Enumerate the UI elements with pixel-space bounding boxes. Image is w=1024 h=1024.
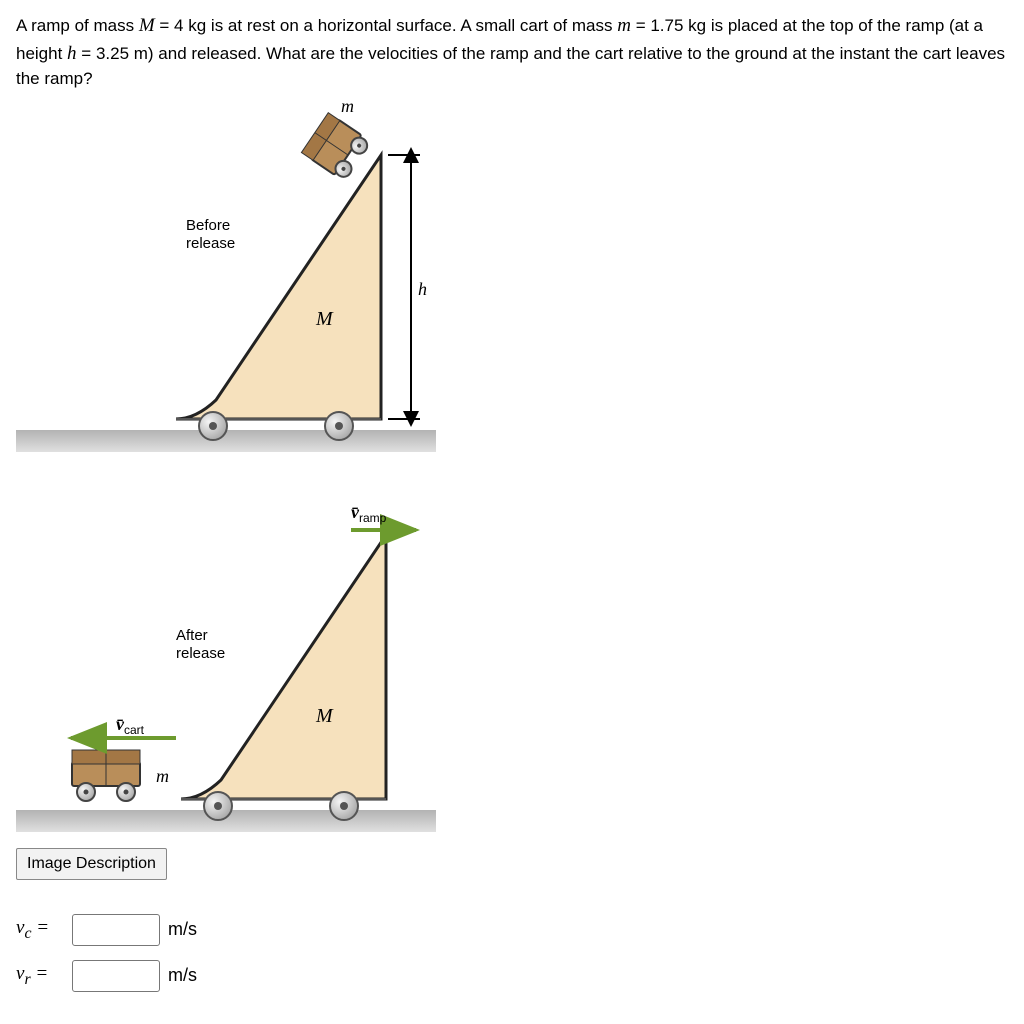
- physics-diagram: m Before release M h: [16, 100, 436, 840]
- vc-input[interactable]: [72, 914, 160, 946]
- label-v-ramp: v̄ramp: [351, 502, 387, 525]
- label-after-2: release: [176, 645, 225, 662]
- cart-ground: [72, 750, 140, 801]
- label-before-2: release: [186, 235, 235, 252]
- image-description-button[interactable]: Image Description: [16, 848, 167, 880]
- cart-top: [301, 112, 371, 181]
- label-M: M: [315, 308, 334, 330]
- text: kg is at rest on a horizontal surface. A…: [188, 16, 617, 35]
- vr-label: vr =: [16, 963, 72, 989]
- label-h: h: [418, 279, 427, 299]
- figure: m Before release M h: [16, 100, 436, 840]
- label-v-cart: v̄cart: [116, 714, 145, 737]
- vc-unit: m/s: [168, 919, 197, 940]
- text: =: [636, 16, 651, 35]
- answer-vc: vc = m/s: [16, 914, 1008, 946]
- vc-label: vc =: [16, 917, 72, 943]
- val-M: 4: [174, 16, 183, 35]
- label-m: m: [341, 100, 354, 116]
- label-before-1: Before: [186, 217, 230, 234]
- val-m: 1.75: [650, 16, 683, 35]
- label-M2: M: [315, 705, 334, 727]
- text: =: [159, 16, 174, 35]
- text: A ramp of mass: [16, 16, 139, 35]
- vr-input[interactable]: [72, 960, 160, 992]
- var-M: M: [139, 15, 155, 36]
- answer-vr: vr = m/s: [16, 960, 1008, 992]
- var-h: h: [67, 43, 77, 64]
- problem-statement: A ramp of mass M = 4 kg is at rest on a …: [16, 12, 1008, 92]
- text: =: [81, 44, 96, 63]
- val-h: 3.25: [96, 44, 129, 63]
- label-m2: m: [156, 766, 169, 786]
- vr-unit: m/s: [168, 965, 197, 986]
- var-m: m: [617, 15, 631, 36]
- label-after-1: After: [176, 627, 208, 644]
- text: m) and released. What are the velocities…: [16, 44, 1005, 89]
